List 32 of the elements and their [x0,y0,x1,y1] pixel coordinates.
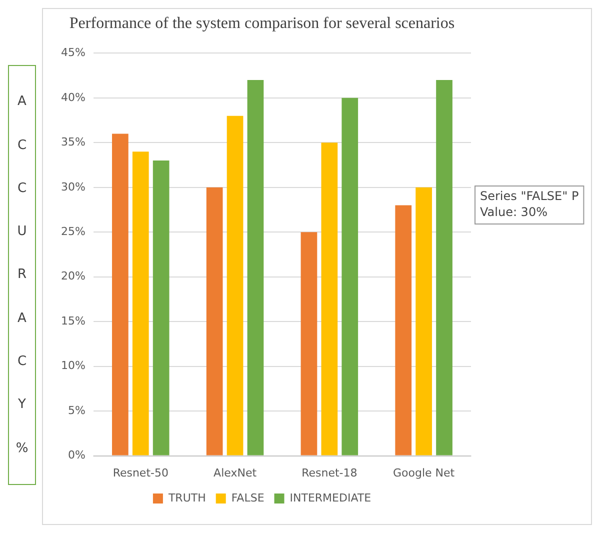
bar [436,80,452,456]
x-tick-label: AlexNet [214,466,258,480]
chart-title: Performance of the system comparison for several scenarios [69,14,455,32]
x-tick-label: Resnet-18 [302,466,358,480]
bar [226,116,244,456]
y-tick-label: 5% [68,404,86,417]
bar [152,160,170,456]
bar [206,187,223,456]
bar [112,134,128,456]
legend-label: FALSE [231,491,264,504]
x-tick-label: Resnet-50 [112,466,168,480]
y-tick-label: 20% [60,270,86,283]
y-tick-label: 0% [68,448,86,462]
text: Series "FALSE" P Value: 30% [480,189,579,220]
bar [247,80,264,456]
bar [395,205,412,456]
y-tick-label: 10% [60,359,86,372]
y-tick-label: 45% [60,46,86,60]
bar [342,98,358,456]
y-tick-label: 15% [60,314,86,328]
bar [132,152,149,456]
bar [416,187,432,456]
y-tick-label: 35% [60,136,86,149]
y-tick-label: 25% [60,224,86,238]
bar [321,142,338,456]
text: ACCURACY % [16,94,28,456]
y-tick-label: 30% [60,180,86,194]
legend-label: INTERMEDIATE [290,491,372,504]
bar [300,232,318,456]
y-tick-label: 40% [60,90,86,104]
legend-label: TRUTH [167,491,206,504]
x-tick-label: Google Net [393,466,456,480]
